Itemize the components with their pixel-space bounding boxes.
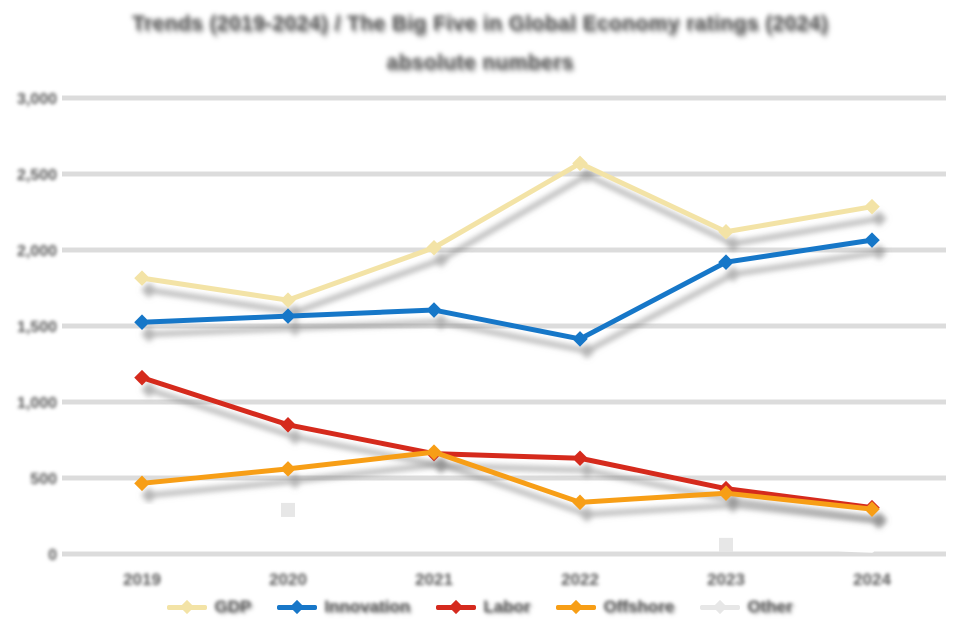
legend-marker-icon [569, 599, 584, 615]
data-point-marker [281, 502, 295, 517]
data-point-marker [426, 302, 442, 318]
legend-marker-icon [449, 599, 464, 615]
labor-series [134, 369, 880, 516]
series-line [139, 160, 875, 303]
legend-item: GDP [167, 597, 251, 617]
x-axis-tick-label: 2019 [123, 570, 161, 589]
y-axis-tick-label: 2,500 [17, 167, 57, 184]
data-point-marker [280, 292, 296, 308]
x-axis-tick-label: 2021 [415, 570, 453, 589]
data-point-marker [719, 537, 733, 552]
data-point-marker [426, 444, 442, 460]
x-axis-tick-label: 2024 [853, 570, 891, 589]
chart-title: Trends (2019-2024) / The Big Five in Glo… [0, 12, 960, 75]
data-point-marker [134, 369, 150, 386]
x-axis-tick-label: 2020 [269, 570, 307, 589]
data-point-marker [718, 223, 734, 240]
y-axis-tick-label: 500 [30, 471, 57, 488]
data-point-marker [134, 314, 150, 330]
series-line [139, 504, 875, 553]
data-point-marker [572, 155, 588, 172]
y-axis-tick-label: 3,000 [17, 91, 57, 108]
legend-marker-icon [290, 599, 305, 615]
legend-item: Labor [436, 597, 530, 617]
chart-title-line1: Trends (2019-2024) / The Big Five in Glo… [131, 12, 829, 35]
legend-item: Innovation [277, 597, 410, 617]
series-line [139, 237, 875, 342]
data-point-marker [134, 475, 150, 492]
y-axis-tick-label: 2,000 [17, 243, 57, 260]
x-axis-tick-label: 2022 [561, 570, 599, 589]
y-axis-tick-label: 1,000 [17, 395, 57, 412]
gridline [62, 171, 946, 177]
data-point-marker [426, 239, 442, 256]
gridline [62, 95, 946, 101]
legend-line-swatch [556, 599, 597, 615]
legend-label: Other [747, 597, 793, 616]
legend-item: Other [700, 597, 793, 617]
legend-marker-icon [180, 599, 195, 615]
series-line [139, 375, 875, 511]
data-point-marker [572, 450, 588, 467]
legend-marker-icon [713, 599, 728, 615]
y-axis-tick-label: 1,500 [17, 319, 57, 336]
legend-label: GDP [214, 597, 252, 616]
data-point-marker [134, 270, 150, 286]
legend-line-swatch [277, 599, 318, 615]
legend-line-swatch [436, 599, 477, 615]
gdp-series [134, 155, 880, 308]
chart-legend: GDP Innovation Labor Offshore Other [0, 597, 960, 617]
data-point-marker [572, 494, 588, 511]
data-point-marker [280, 417, 296, 433]
legend-line-swatch [167, 599, 208, 615]
legend-line-swatch [700, 599, 741, 615]
data-point-marker [280, 308, 296, 324]
gridline [62, 551, 946, 557]
legend-label: Innovation [324, 597, 411, 616]
series-line [139, 449, 875, 512]
chart-title-line2: absolute numbers [386, 51, 574, 74]
x-axis-tick-label: 2023 [707, 570, 745, 589]
data-point-marker [864, 232, 880, 248]
gridline [62, 247, 946, 253]
legend-label: Labor [483, 597, 531, 616]
legend-item: Offshore [556, 597, 674, 617]
gridline [62, 399, 946, 405]
data-point-marker [280, 461, 296, 477]
other-series [139, 502, 875, 553]
legend-label: Offshore [603, 597, 675, 616]
data-point-marker [864, 501, 880, 517]
y-axis-tick-label: 0 [48, 547, 57, 564]
data-point-marker [864, 198, 880, 215]
